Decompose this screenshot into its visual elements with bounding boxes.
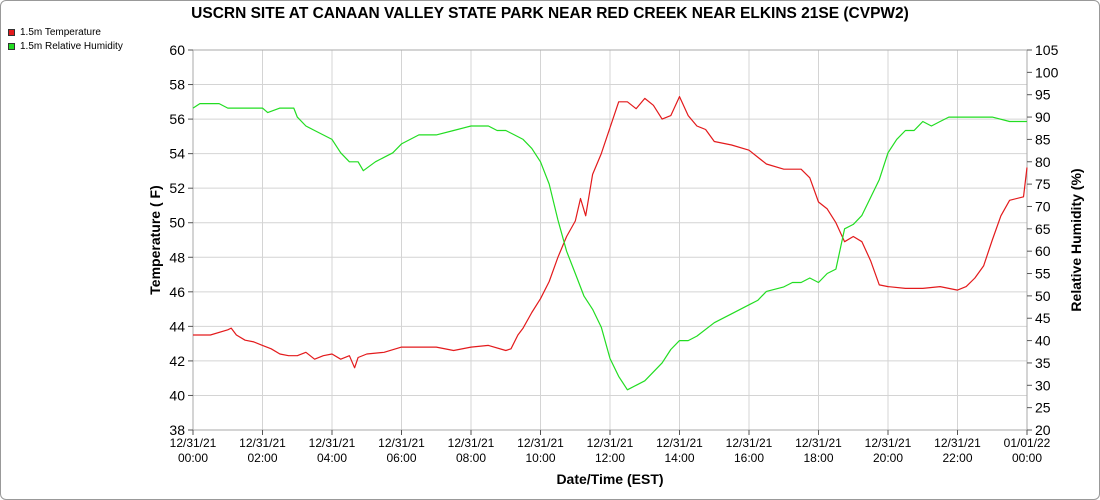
- y-right-tick-label: 90: [1035, 109, 1051, 125]
- x-tick-time: 22:00: [942, 451, 972, 465]
- x-tick-date: 12/31/21: [239, 436, 286, 450]
- y-right-tick-label: 100: [1035, 64, 1059, 80]
- x-tick-date: 12/31/21: [587, 436, 634, 450]
- y-left-tick-label: 44: [169, 318, 185, 334]
- x-tick-date: 12/31/21: [934, 436, 981, 450]
- legend-swatch-humidity: [8, 43, 15, 50]
- y-left-tick-label: 58: [169, 77, 185, 93]
- legend-item-temperature: 1.5m Temperature: [8, 27, 101, 38]
- y-left-tick-label: 40: [169, 387, 185, 403]
- x-tick-time: 12:00: [595, 451, 625, 465]
- x-tick-time: 00:00: [1012, 451, 1042, 465]
- y-left-tick-label: 52: [169, 180, 185, 196]
- y-right-tick-label: 70: [1035, 198, 1051, 214]
- legend-item-humidity: 1.5m Relative Humidity: [8, 41, 123, 52]
- x-tick-time: 04:00: [317, 451, 347, 465]
- x-tick-date: 12/31/21: [726, 436, 773, 450]
- right-axis: 20 25 30 35 40 45 50 55 60 65 70 75 80 85 90 95 100 105: [1027, 42, 1059, 438]
- legend-label-temperature: 1.5m Temperature: [20, 27, 101, 38]
- y-right-tick-label: 45: [1035, 310, 1051, 326]
- x-tick-time: 00:00: [178, 451, 208, 465]
- y-axis-right-label: Relative Humidity (%): [1068, 168, 1084, 311]
- x-tick-time: 14:00: [664, 451, 694, 465]
- x-tick-time: 10:00: [525, 451, 555, 465]
- legend-swatch-temperature: [8, 29, 15, 36]
- x-tick-date: 12/31/21: [656, 436, 703, 450]
- x-tick-date: 12/31/21: [517, 436, 564, 450]
- y-right-tick-label: 55: [1035, 266, 1051, 282]
- temperature-series-line: [193, 95, 1028, 369]
- x-tick-date: 12/31/21: [795, 436, 842, 450]
- y-right-tick-label: 60: [1035, 243, 1051, 259]
- y-right-tick-label: 20: [1035, 422, 1051, 438]
- y-right-tick-label: 30: [1035, 377, 1051, 393]
- y-left-tick-label: 50: [169, 215, 185, 231]
- y-axis-left-label: Temperature ( F): [147, 185, 163, 294]
- humidity-series-line: [192, 102, 1027, 391]
- y-left-tick-label: 60: [169, 42, 185, 58]
- y-left-tick-label: 46: [169, 284, 185, 300]
- series-layer: [192, 95, 1028, 391]
- y-right-tick-label: 40: [1035, 333, 1051, 349]
- x-tick-date: 12/31/21: [309, 436, 356, 450]
- y-right-tick-label: 25: [1035, 400, 1051, 416]
- x-tick-date: 12/31/21: [378, 436, 425, 450]
- grid-lines: [192, 49, 1028, 431]
- x-tick-time: 18:00: [803, 451, 833, 465]
- x-tick-date: 01/01/22: [1004, 436, 1051, 450]
- y-right-tick-label: 95: [1035, 87, 1051, 103]
- y-right-tick-label: 85: [1035, 131, 1051, 147]
- x-tick-date: 12/31/21: [448, 436, 495, 450]
- y-left-tick-label: 56: [169, 111, 185, 127]
- y-right-tick-label: 65: [1035, 221, 1051, 237]
- x-tick-date: 12/31/21: [170, 436, 217, 450]
- x-tick-time: 02:00: [247, 451, 277, 465]
- left-axis: 38 40 42 44 46 48 50 52 54 56 58 60: [169, 42, 193, 438]
- y-left-tick-label: 48: [169, 249, 185, 265]
- y-right-tick-label: 105: [1035, 42, 1059, 58]
- y-right-tick-label: 50: [1035, 288, 1051, 304]
- y-right-tick-label: 35: [1035, 355, 1051, 371]
- x-tick-time: 06:00: [386, 451, 416, 465]
- y-left-tick-label: 42: [169, 353, 185, 369]
- legend-label-humidity: 1.5m Relative Humidity: [20, 41, 123, 52]
- x-tick-time: 16:00: [734, 451, 764, 465]
- x-tick-time: 20:00: [873, 451, 903, 465]
- y-right-tick-label: 75: [1035, 176, 1051, 192]
- y-right-tick-label: 80: [1035, 154, 1051, 170]
- chart-title: USCRN SITE AT CANAAN VALLEY STATE PARK N…: [191, 5, 909, 22]
- y-left-tick-label: 54: [169, 146, 185, 162]
- x-axis: 12/31/2100:0012/31/2102:0012/31/2104:001…: [170, 430, 1051, 465]
- x-tick-date: 12/31/21: [865, 436, 912, 450]
- x-axis-label: Date/Time (EST): [556, 471, 663, 487]
- x-tick-time: 08:00: [456, 451, 486, 465]
- y-left-tick-label: 38: [169, 422, 185, 438]
